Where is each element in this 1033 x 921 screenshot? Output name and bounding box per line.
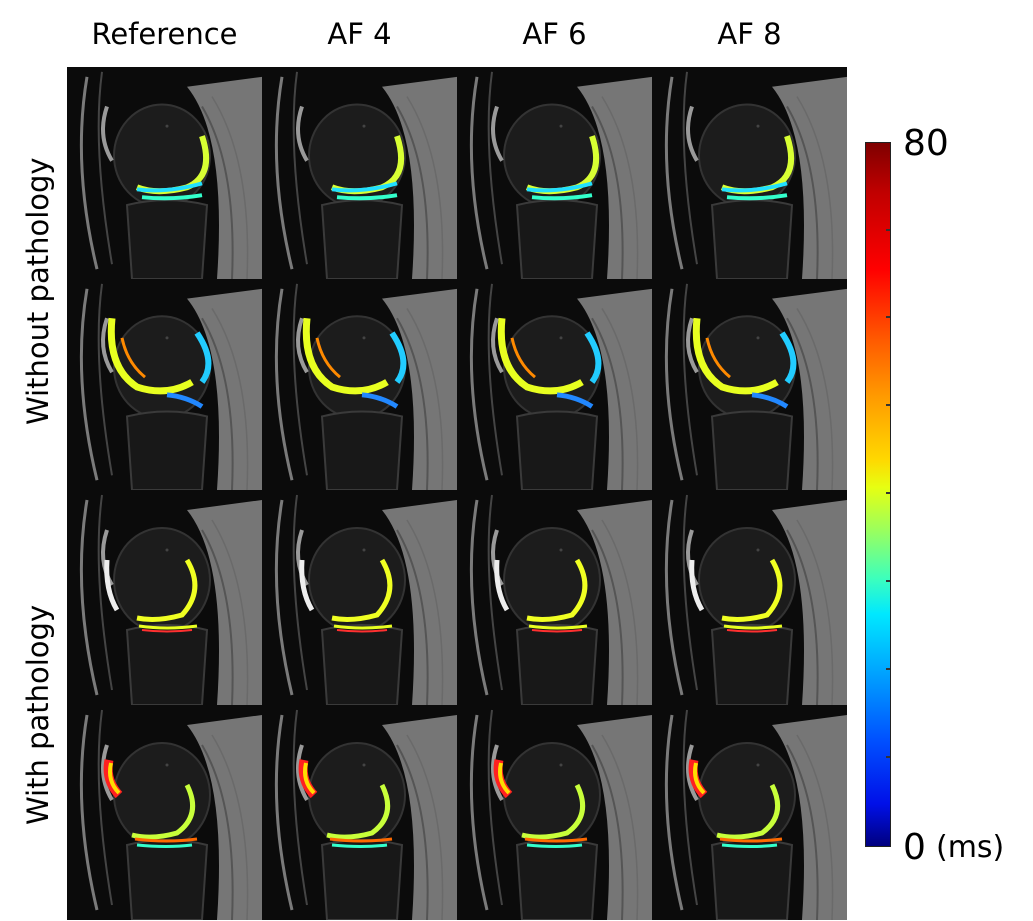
- mri-image: [652, 279, 847, 490]
- mri-image: [67, 67, 262, 279]
- mri-panel-row1-col3: [457, 67, 652, 279]
- t2-colorbar: [865, 142, 891, 847]
- mri-image: [262, 705, 457, 920]
- mri-panel-row4-col2: [262, 705, 457, 920]
- row-label-without-pathology: Without pathology: [21, 157, 55, 425]
- mri-panel-row4-col4: [652, 705, 847, 920]
- mri-image: [262, 279, 457, 490]
- mri-image: [652, 490, 847, 705]
- mri-panel-row3-col4: [652, 490, 847, 705]
- colorbar-min-label: 0: [903, 827, 926, 868]
- mri-image: [457, 490, 652, 705]
- mri-panel-row2-col4: [652, 279, 847, 490]
- mri-panel-row2-col2: [262, 279, 457, 490]
- colorbar-unit-label: (ms): [936, 830, 1005, 865]
- mri-image: [67, 490, 262, 705]
- mri-panel-row4-col1: [67, 705, 262, 920]
- mri-image: [262, 490, 457, 705]
- mri-image: [457, 705, 652, 920]
- mri-image: [652, 67, 847, 279]
- colorbar-max-label: 80: [903, 123, 949, 164]
- mri-panel-row3-col2: [262, 490, 457, 705]
- mri-image: [457, 67, 652, 279]
- mri-panel-row2-col3: [457, 279, 652, 490]
- mri-panel-row1-col4: [652, 67, 847, 279]
- column-header-af6: AF 6: [522, 17, 587, 51]
- mri-panel-row3-col1: [67, 490, 262, 705]
- mri-image: [67, 705, 262, 920]
- mri-panel-row2-col1: [67, 279, 262, 490]
- mri-image: [457, 279, 652, 490]
- mri-image: [652, 705, 847, 920]
- row-label-with-pathology: With pathology: [21, 604, 55, 825]
- column-header-af8: AF 8: [717, 17, 782, 51]
- column-header-af4: AF 4: [327, 17, 392, 51]
- mri-panel-row3-col3: [457, 490, 652, 705]
- mri-image: [67, 279, 262, 490]
- column-header-reference: Reference: [91, 17, 238, 51]
- mri-panel-row4-col3: [457, 705, 652, 920]
- image-grid: [67, 67, 847, 920]
- mri-panel-row1-col1: [67, 67, 262, 279]
- mri-panel-row1-col2: [262, 67, 457, 279]
- mri-image: [262, 67, 457, 279]
